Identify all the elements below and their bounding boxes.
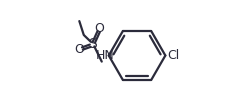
Text: O: O [74, 43, 84, 56]
Text: Cl: Cl [167, 49, 179, 62]
Text: HN: HN [95, 49, 114, 62]
Text: O: O [94, 22, 104, 35]
Text: S: S [88, 37, 97, 51]
